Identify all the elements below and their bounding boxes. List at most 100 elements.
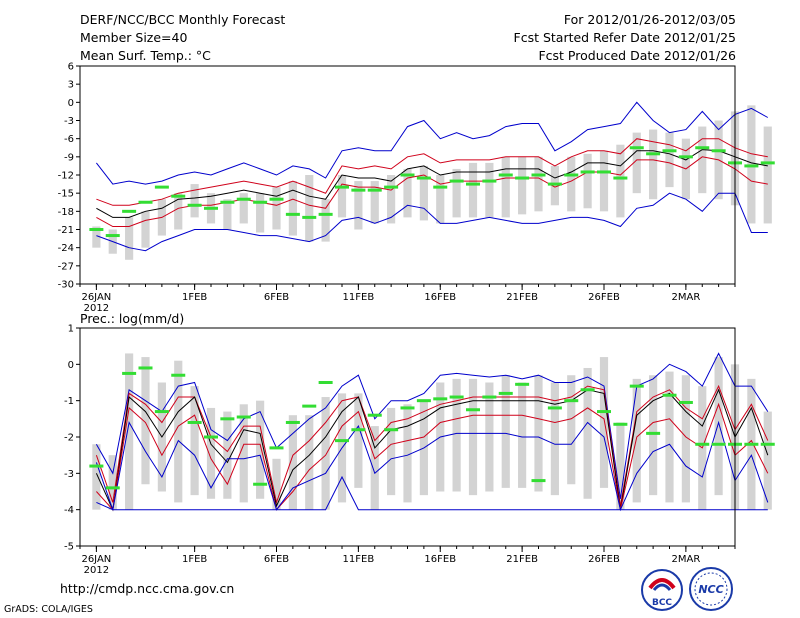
precipitation-observed-marker [547,406,562,410]
bcc-logo: BCC [641,569,683,611]
temperature-observed-marker [138,200,153,204]
precipitation-observed-marker [122,371,137,375]
precipitation-xtick-label: 16FEB [424,554,456,565]
temperature-observed-marker [89,228,104,231]
temperature-spread-bar [632,132,641,194]
temperature-series-q3 [96,138,768,206]
grads-credit: GrADS: COLA/IGES [4,604,93,615]
temperature-series-q1 [96,156,768,227]
temperature-ytick-label: 0 [68,98,74,109]
temperature-observed-marker [204,206,218,210]
temperature-spread-bar [387,175,396,224]
temperature-spread-bar [190,184,199,218]
temperature-observed-marker [613,176,628,180]
temperature-spread-bar [763,126,772,224]
temperature-spread-bar [288,181,297,236]
precipitation-observed-marker [335,439,349,443]
temperature-xtick-label: 1FEB [182,292,207,303]
precipitation-spread-bar [272,458,281,510]
precipitation-spread-bar [649,375,658,496]
precipitation-spread-bar [206,407,216,499]
precipitation-spread-bar [223,411,232,499]
precipitation-observed-marker [466,408,480,412]
temperature-spread-bar [403,168,412,218]
precipitation-year-label: 2012 [84,565,109,576]
precipitation-spread-bar [632,378,641,503]
temperature-series-median [96,149,768,218]
precipitation-spread-bar [665,371,674,503]
temperature-observed-marker [318,212,333,216]
precipitation-series-max [95,352,769,499]
temperature-spread-bar [419,165,428,221]
precipitation-observed-marker [662,393,677,397]
precipitation-observed-marker [154,410,169,414]
temperature-series-min [96,192,768,252]
precipitation-ytick-label: 1 [68,324,74,335]
temperature-observed-marker [433,185,448,189]
precipitation-observed-marker [564,399,579,403]
temperature-spread-bar [567,156,576,212]
precipitation-observed-marker [302,404,317,408]
precipitation-spread-bar [190,386,199,496]
temperature-observed-marker [597,170,611,174]
variable-label-temperature: Mean Surf. Temp.: °C [80,48,211,63]
precipitation-xtick-label: 11FEB [343,554,375,565]
temperature-observed-marker [236,197,251,201]
precipitation-spread-bar [468,378,478,496]
precipitation-observed-marker [646,431,661,435]
temperature-spread-bar [649,129,658,200]
variable-label-precipitation: Prec.: log(mm/d) [80,311,185,326]
temperature-spread-bar [321,199,330,242]
temperature-observed-marker [351,188,366,192]
temperature-spread-bar [518,156,527,215]
precipitation-xtick-label: 26FEB [588,554,620,565]
temperature-observed-marker [629,146,644,150]
temperature-series-max [96,101,769,185]
precipitation-observed-marker [138,366,153,370]
precipitation-spread-bar [387,407,396,496]
chart-title: DERF/NCC/BCC Monthly Forecast [80,12,286,27]
source-url[interactable]: http://cmdp.ncc.cma.gov.cn [60,581,235,596]
precipitation-observed-marker [482,395,497,399]
precipitation-spread-bar [92,444,101,510]
precipitation-observed-marker [433,397,448,401]
temperature-spread-bar [223,199,232,230]
precipitation-observed-marker [269,446,284,450]
precipitation-xtick-label: 26JAN [81,554,111,565]
temperature-xtick-label: 11FEB [343,292,375,303]
precipitation-spread-bar [305,415,314,510]
temperature-spread-bar [354,181,363,230]
precipitation-spread-bar [141,357,150,485]
precipitation-observed-marker [285,420,300,424]
precipitation-observed-marker [515,382,530,386]
precipitation-spread-bar [485,382,494,492]
temperature-observed-marker [531,173,546,177]
precipitation-observed-marker [89,464,104,468]
temperature-spread-bar [239,193,248,224]
precipitation-observed-marker [711,442,726,446]
precipitation-spread-bar [763,411,772,510]
temperature-xtick-label: 26JAN [81,292,111,303]
precipitation-observed-marker [678,400,693,404]
temperature-observed-marker [760,161,775,165]
temperature-spread-bar [665,132,674,188]
temperature-xtick-label: 26FEB [588,292,620,303]
temperature-observed-marker [678,155,693,159]
temperature-observed-marker [662,149,677,153]
temperature-spread-bar [272,187,281,230]
member-size-label: Member Size=40 [80,30,188,45]
temperature-ytick-label: -15 [58,189,74,200]
temperature-observed-marker [220,200,235,204]
precipitation-ytick-label: -1 [64,396,74,407]
precipitation-spread-bar [501,375,510,488]
temperature-spread-bar [485,162,494,218]
temperature-spread-bar [583,153,592,209]
temperature-observed-marker [253,200,268,204]
precipitation-xtick-label: 2MAR [671,554,700,565]
precipitation-observed-marker [629,384,644,388]
temperature-observed-marker [384,185,399,189]
precipitation-spread-bar [583,367,592,499]
precipitation-observed-marker [187,420,202,424]
precipitation-series-min [96,420,769,512]
